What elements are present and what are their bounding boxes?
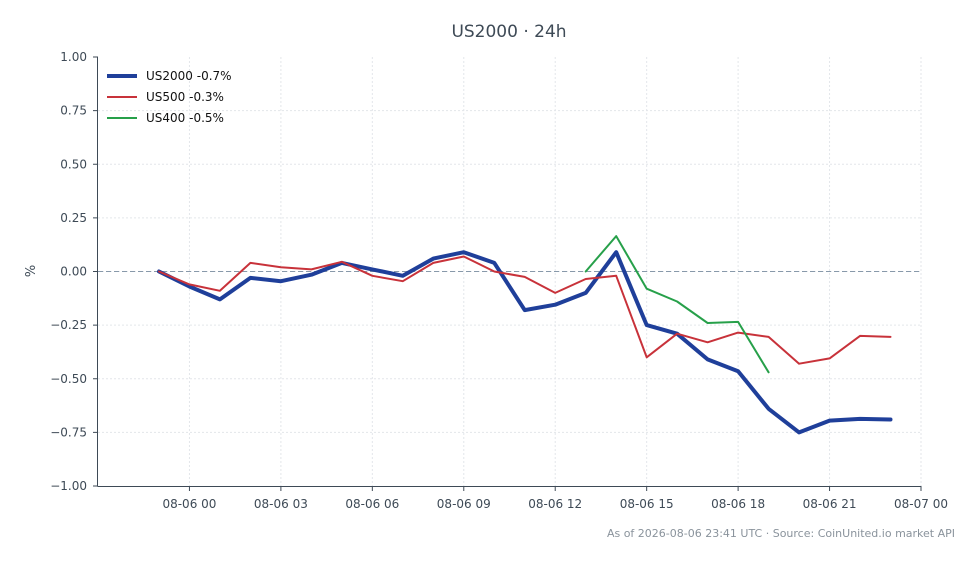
x-tick-label: 08-06 15 bbox=[620, 497, 674, 511]
y-tick-label: 0.00 bbox=[60, 265, 87, 279]
y-axis-label: % bbox=[24, 265, 39, 277]
x-tick-label: 08-06 09 bbox=[437, 497, 491, 511]
x-tick-label: 08-06 00 bbox=[162, 497, 216, 511]
y-tick-label: −0.50 bbox=[50, 372, 87, 386]
y-tick-label: −1.00 bbox=[50, 479, 87, 493]
y-tick-label: 0.75 bbox=[60, 104, 87, 118]
series-line-us400 bbox=[584, 235, 770, 374]
series-line-us2000 bbox=[157, 250, 893, 435]
x-tick-label: 08-06 06 bbox=[345, 497, 399, 511]
x-tick-label: 08-07 00 bbox=[894, 497, 948, 511]
legend-entry-us500: US500 -0.3% bbox=[146, 90, 224, 104]
y-tick-label: 1.00 bbox=[60, 50, 87, 64]
y-tick-label: −0.75 bbox=[50, 425, 87, 439]
x-tick-label: 08-06 12 bbox=[528, 497, 582, 511]
x-ticks: 08-06 00 08-06 03 08-06 06 08-06 09 08-06 12… bbox=[162, 486, 948, 511]
y-tick-label: 0.50 bbox=[60, 157, 87, 171]
legend-entry-us400: US400 -0.5% bbox=[146, 111, 224, 125]
y-ticks: 1.00 0.75 0.50 0.25 0.00 −0.25 −0.50 −0.75 −1.00 bbox=[50, 50, 98, 493]
x-tick-label: 08-06 18 bbox=[711, 497, 765, 511]
x-tick-label: 08-06 21 bbox=[803, 497, 857, 511]
legend: US2000 -0.7% US500 -0.3% US400 -0.5% bbox=[107, 69, 232, 125]
y-tick-label: 0.25 bbox=[60, 211, 87, 225]
footer-source: As of 2026-08-06 23:41 UTC · Source: Coi… bbox=[607, 527, 955, 540]
series-lines bbox=[157, 235, 893, 435]
legend-entry-us2000: US2000 -0.7% bbox=[146, 69, 232, 83]
series-line-us500 bbox=[158, 255, 892, 365]
y-tick-label: −0.25 bbox=[50, 318, 87, 332]
x-tick-label: 08-06 03 bbox=[254, 497, 308, 511]
chart-title: US2000 · 24h bbox=[451, 22, 566, 42]
